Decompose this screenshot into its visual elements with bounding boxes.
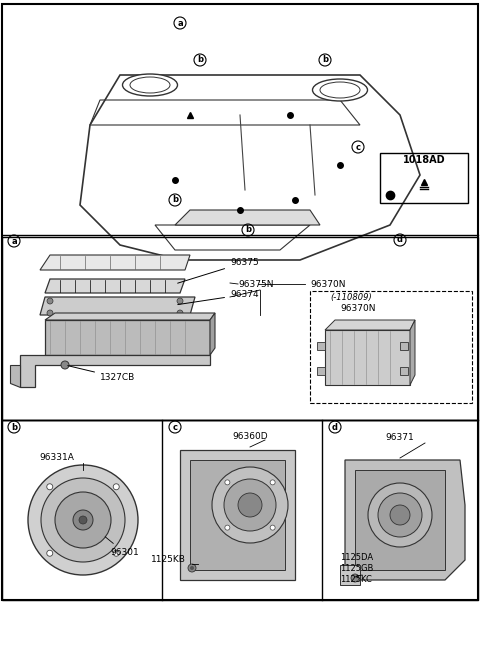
Circle shape bbox=[79, 516, 87, 524]
Circle shape bbox=[225, 525, 230, 530]
Text: 96301: 96301 bbox=[105, 536, 139, 557]
Text: d: d bbox=[397, 236, 403, 244]
Polygon shape bbox=[325, 320, 415, 330]
Text: 1125KB: 1125KB bbox=[151, 555, 186, 564]
Circle shape bbox=[225, 480, 230, 485]
Bar bbox=[325, 330, 410, 385]
Polygon shape bbox=[340, 565, 360, 585]
Bar bbox=[355, 470, 445, 570]
Polygon shape bbox=[20, 355, 210, 387]
Bar bbox=[317, 367, 325, 375]
Circle shape bbox=[73, 510, 93, 530]
Text: 1125KC: 1125KC bbox=[340, 575, 372, 584]
Circle shape bbox=[368, 483, 432, 547]
Circle shape bbox=[378, 493, 422, 537]
Circle shape bbox=[113, 484, 119, 490]
Circle shape bbox=[270, 480, 275, 485]
Bar bbox=[400, 367, 408, 375]
Text: 1327CB: 1327CB bbox=[68, 365, 135, 382]
Text: 1018AD: 1018AD bbox=[403, 155, 445, 165]
Circle shape bbox=[177, 298, 183, 304]
Bar bbox=[380, 153, 468, 203]
Circle shape bbox=[351, 574, 359, 582]
Text: c: c bbox=[356, 143, 360, 151]
Circle shape bbox=[212, 467, 288, 543]
Text: b: b bbox=[322, 56, 328, 64]
Bar bbox=[400, 342, 408, 350]
Circle shape bbox=[238, 493, 262, 517]
Circle shape bbox=[47, 298, 53, 304]
Bar bbox=[2, 237, 478, 420]
Polygon shape bbox=[10, 365, 20, 387]
Circle shape bbox=[190, 566, 194, 570]
Polygon shape bbox=[45, 279, 185, 293]
Bar bbox=[180, 450, 295, 580]
Text: 96375: 96375 bbox=[178, 258, 259, 283]
Circle shape bbox=[224, 479, 276, 531]
Text: 96370N: 96370N bbox=[310, 280, 346, 289]
Circle shape bbox=[47, 484, 53, 490]
Circle shape bbox=[188, 564, 196, 572]
Text: a: a bbox=[177, 18, 183, 28]
Polygon shape bbox=[175, 210, 320, 225]
Bar bbox=[45, 320, 210, 355]
Ellipse shape bbox=[122, 74, 178, 96]
Bar bbox=[317, 342, 325, 350]
Polygon shape bbox=[45, 313, 215, 320]
Circle shape bbox=[55, 492, 111, 548]
Circle shape bbox=[390, 505, 410, 525]
Text: b: b bbox=[172, 195, 178, 204]
Circle shape bbox=[61, 361, 69, 369]
Circle shape bbox=[28, 465, 138, 575]
Ellipse shape bbox=[312, 79, 368, 101]
Polygon shape bbox=[210, 313, 215, 355]
Text: 1125GB: 1125GB bbox=[340, 564, 373, 573]
Polygon shape bbox=[410, 320, 415, 385]
Polygon shape bbox=[40, 297, 195, 315]
Text: 96371: 96371 bbox=[385, 433, 414, 442]
Text: b: b bbox=[197, 56, 203, 64]
Text: 96370N: 96370N bbox=[340, 304, 375, 313]
Circle shape bbox=[41, 478, 125, 562]
Polygon shape bbox=[345, 460, 465, 580]
Circle shape bbox=[270, 525, 275, 530]
Text: 1125DA: 1125DA bbox=[340, 553, 373, 562]
Circle shape bbox=[113, 550, 119, 556]
Text: a: a bbox=[11, 236, 17, 246]
Bar bbox=[2, 420, 478, 600]
Text: (-110809): (-110809) bbox=[330, 293, 372, 302]
Text: 96360D: 96360D bbox=[232, 432, 268, 441]
Circle shape bbox=[47, 310, 53, 316]
Text: 96375N: 96375N bbox=[238, 280, 274, 289]
Circle shape bbox=[177, 310, 183, 316]
Bar bbox=[190, 460, 285, 570]
Text: b: b bbox=[245, 225, 251, 234]
Text: 96374: 96374 bbox=[178, 290, 259, 305]
Text: c: c bbox=[172, 422, 178, 432]
Circle shape bbox=[47, 550, 53, 556]
Bar bbox=[310, 291, 472, 403]
Text: d: d bbox=[332, 422, 338, 432]
Polygon shape bbox=[40, 255, 190, 270]
Text: b: b bbox=[11, 422, 17, 432]
Text: 96331A: 96331A bbox=[39, 453, 74, 462]
